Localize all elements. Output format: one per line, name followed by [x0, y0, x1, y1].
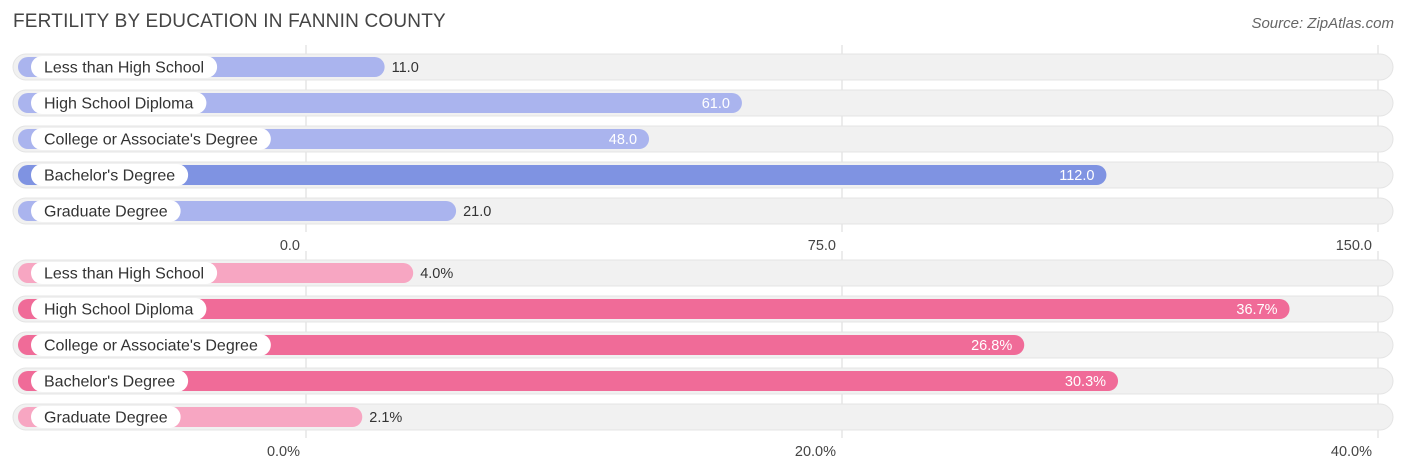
category-pill	[31, 262, 218, 284]
bar-row: Less than High School 4.0%	[12, 259, 1394, 287]
category-pill	[31, 298, 207, 320]
chart-panel-1: Less than High School 11.0 High School Dip…	[12, 45, 1394, 254]
bar-row: Graduate Degree 2.1%	[12, 403, 1394, 431]
bar	[18, 299, 1290, 319]
bar-row: College or Associate's Degree 26.8%	[12, 331, 1394, 359]
value-label: 21.0	[463, 204, 491, 220]
bar	[18, 371, 1119, 391]
category-pill	[31, 200, 181, 222]
tick-label: 40.0%	[1331, 444, 1372, 460]
category-pill	[31, 406, 181, 428]
bar-row: Bachelor's Degree 30.3%	[12, 367, 1394, 395]
category-label: Graduate Degree	[44, 410, 168, 427]
value-label: 61.0	[702, 96, 730, 112]
category-label: Less than High School	[44, 60, 204, 77]
value-label: 2.1%	[369, 410, 402, 426]
value-label: 26.8%	[971, 338, 1012, 354]
category-label: College or Associate's Degree	[44, 132, 258, 149]
category-label: College or Associate's Degree	[44, 338, 258, 355]
bar-row: Graduate Degree 21.0	[12, 197, 1394, 225]
bar-row: High School Diploma 36.7%	[12, 295, 1394, 323]
category-label: Less than High School	[44, 266, 204, 283]
bar	[18, 165, 1107, 185]
category-label: High School Diploma	[44, 96, 194, 113]
category-pill	[31, 128, 271, 150]
category-label: Graduate Degree	[44, 204, 168, 221]
bar-row: High School Diploma 61.0	[12, 89, 1394, 117]
tick-label: 0.0%	[267, 444, 300, 460]
category-label: Bachelor's Degree	[44, 374, 175, 391]
value-label: 48.0	[609, 132, 637, 148]
chart-panel-2: Less than High School 4.0% High School Dip…	[12, 251, 1394, 460]
bar-row: Less than High School 11.0	[12, 53, 1394, 81]
bar-row: Bachelor's Degree 112.0	[12, 161, 1394, 189]
category-pill	[31, 334, 271, 356]
category-pill	[31, 370, 189, 392]
tick-label: 20.0%	[795, 444, 836, 460]
source-label: Source: ZipAtlas.com	[1251, 15, 1394, 32]
chart-title: FERTILITY BY EDUCATION IN FANNIN COUNTY	[13, 11, 446, 32]
category-pill	[31, 56, 218, 78]
tick-label: 150.0	[1336, 238, 1372, 254]
value-label: 112.0	[1059, 168, 1094, 184]
value-label: 11.0	[392, 60, 419, 76]
category-pill	[31, 92, 207, 114]
value-label: 4.0%	[420, 266, 453, 282]
value-label: 30.3%	[1065, 374, 1106, 390]
tick-label: 75.0	[808, 238, 836, 254]
bar-row: College or Associate's Degree 48.0	[12, 125, 1394, 153]
category-pill	[31, 164, 189, 186]
value-label: 36.7%	[1236, 302, 1277, 318]
category-label: Bachelor's Degree	[44, 168, 175, 185]
tick-label: 0.0	[280, 238, 300, 254]
category-label: High School Diploma	[44, 302, 194, 319]
